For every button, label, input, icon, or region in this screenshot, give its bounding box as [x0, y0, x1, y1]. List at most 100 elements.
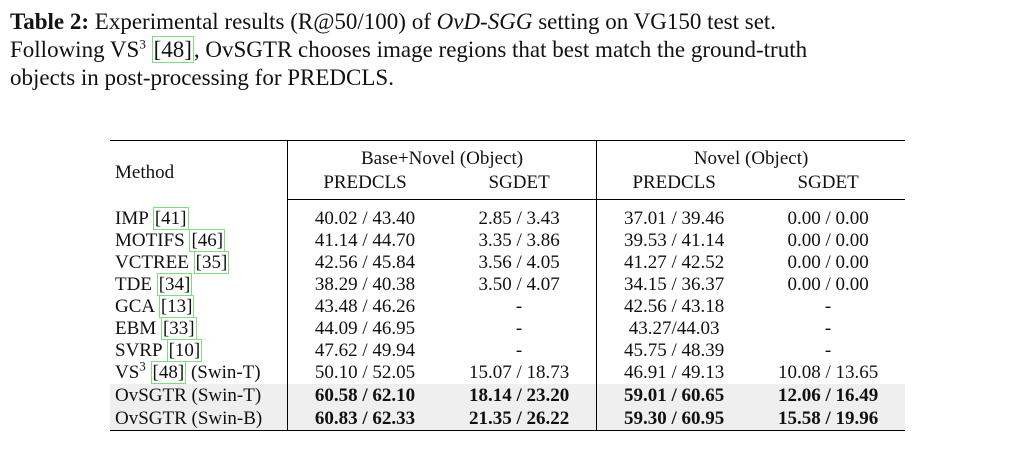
result-cell: 45.75 / 48.39	[624, 340, 725, 361]
result-cell: 34.15 / 36.37	[624, 274, 725, 295]
result-cell: 37.01 / 39.46	[624, 208, 725, 229]
table-row: VCTREE [35] 42.56 / 45.84 3.56 / 4.05 41.27…	[110, 251, 905, 274]
subheader: PREDCLS	[596, 171, 752, 200]
result-cell: 40.02 / 43.40	[314, 208, 416, 229]
method-name: OvSGTR (Swin-T)	[115, 385, 262, 406]
group-header: Base+Novel (Object)	[287, 140, 598, 171]
citation[interactable]: [35]	[193, 251, 230, 274]
caption-text	[146, 37, 152, 62]
result-cell: 10.08 / 13.65	[777, 362, 879, 383]
table-body: IMP [41] 40.02 / 43.40 2.85 / 3.43 37.01 / …	[110, 199, 905, 431]
header-row: Method Base+Novel (Object) Novel (Object…	[110, 140, 905, 200]
result-cell: 0.00 / 0.00	[787, 208, 869, 229]
result-cell: 59.30 / 60.95	[596, 407, 752, 431]
table-row: TDE [34] 38.29 / 40.38 3.50 / 4.07 34.15 / …	[110, 273, 905, 296]
result-cell: 41.14 / 44.70	[314, 230, 416, 251]
result-cell: 3.56 / 4.05	[442, 252, 598, 274]
citation[interactable]: [46]	[189, 229, 226, 252]
table-row: VS3 [48] (Swin-T) 50.10 / 52.05 15.07 / 18…	[110, 358, 905, 384]
caption-text: objects in post-processing for PREDCLS.	[10, 65, 394, 90]
result-cell: 42.56 / 43.18	[624, 296, 725, 317]
method-name: GCA	[115, 296, 155, 317]
result-cell: 50.10 / 52.05	[314, 362, 416, 383]
citation[interactable]: [34]	[156, 273, 193, 296]
caption-label: Table 2:	[10, 9, 90, 34]
result-cell: 43.27/44.03	[628, 318, 720, 339]
group-header: Novel (Object)	[693, 148, 809, 169]
subheader: PREDCLS	[287, 171, 443, 200]
method-cell: IMP [41]	[110, 199, 288, 230]
method-cell: SVRP [10]	[110, 339, 288, 362]
result-cell: 0.00 / 0.00	[787, 274, 869, 295]
caption-setting: OvD-SGG	[436, 9, 533, 34]
result-cell: 42.56 / 45.84	[314, 252, 416, 273]
citation[interactable]: [48]	[151, 36, 194, 63]
result-cell: 15.58 / 19.96	[751, 407, 905, 431]
method-name: VCTREE	[115, 252, 189, 273]
result-cell: -	[442, 296, 598, 318]
caption-text: Experimental results (R@50/100) of	[89, 9, 437, 34]
method-header: Method	[110, 140, 288, 200]
result-cell: 46.91 / 49.13	[624, 362, 725, 383]
table-header: Method Base+Novel (Object) Novel (Object…	[110, 140, 905, 200]
result-cell: 43.48 / 46.26	[314, 296, 416, 317]
method-cell: TDE [34]	[110, 273, 288, 296]
results-table: Method Base+Novel (Object) Novel (Object…	[110, 140, 905, 431]
method-name: EBM	[115, 318, 157, 339]
caption-text: Following VS	[10, 37, 140, 62]
result-cell: 47.62 / 49.94	[314, 340, 416, 361]
result-cell: 21.35 / 26.22	[442, 407, 598, 431]
result-cell: 15.07 / 18.73	[442, 362, 598, 384]
result-cell: 59.01 / 60.65	[596, 384, 752, 407]
method-cell: GCA [13]	[110, 295, 288, 318]
method-cell: OvSGTR (Swin-T)	[110, 384, 288, 407]
citation[interactable]: [33]	[160, 317, 197, 340]
method-name: VS	[115, 362, 140, 383]
method-name: MOTIFS	[115, 230, 185, 251]
table-row: MOTIFS [46] 41.14 / 44.70 3.35 / 3.86 39.53…	[110, 229, 905, 252]
table-row: IMP [41] 40.02 / 43.40 2.85 / 3.43 37.01 / …	[110, 199, 905, 230]
table-row: SVRP [10] 47.62 / 49.94 - 45.75 / 48.39 -	[110, 339, 905, 362]
result-cell: 3.50 / 4.07	[442, 274, 598, 296]
result-cell: 18.14 / 23.20	[442, 384, 598, 407]
result-cell: 39.53 / 41.14	[624, 230, 725, 251]
citation[interactable]: [41]	[152, 206, 189, 230]
result-cell: 3.35 / 3.86	[442, 230, 598, 252]
method-cell: EBM [33]	[110, 317, 288, 340]
table-row: OvSGTR (Swin-T) 60.58 / 62.10 18.14 / 23.2…	[110, 384, 905, 407]
method-name: IMP	[115, 207, 149, 229]
result-cell: 44.09 / 46.95	[314, 318, 416, 339]
result-cell: -	[442, 340, 598, 362]
result-cell: 12.06 / 16.49	[751, 384, 905, 407]
result-cell: 0.00 / 0.00	[787, 252, 869, 273]
result-cell: -	[824, 340, 832, 361]
method-name: OvSGTR (Swin-B)	[115, 408, 263, 429]
table-row: GCA [13] 43.48 / 46.26 - 42.56 / 43.18 -	[110, 295, 905, 318]
result-cell: 38.29 / 40.38	[314, 274, 416, 295]
table-row: EBM [33] 44.09 / 46.95 - 43.27/44.03 -	[110, 317, 905, 340]
caption-text: setting on VG150 test set.	[532, 9, 777, 34]
result-cell: -	[442, 318, 598, 340]
method-sup: 3	[139, 358, 146, 374]
result-cell: -	[824, 296, 832, 317]
result-cell: 2.85 / 3.43	[442, 199, 598, 230]
caption-sup: 3	[139, 36, 146, 52]
result-cell: 60.58 / 62.10	[287, 384, 443, 407]
result-cell: 60.83 / 62.33	[287, 407, 443, 431]
citation[interactable]: [10]	[166, 339, 203, 362]
citation[interactable]: [48]	[150, 361, 187, 384]
method-suffix: (Swin-T)	[190, 362, 261, 383]
table-row: OvSGTR (Swin-B) 60.83 / 62.33 21.35 / 26.2…	[110, 407, 905, 431]
header-row: PREDCLS SGDET PREDCLS SGDET	[110, 171, 905, 200]
result-cell: 41.27 / 42.52	[624, 252, 725, 273]
caption-text: , OvSGTR chooses image regions that best…	[193, 37, 808, 62]
method-cell: OvSGTR (Swin-B)	[110, 407, 288, 431]
method-name: SVRP	[115, 340, 162, 361]
citation[interactable]: [13]	[158, 295, 195, 318]
method-cell: VCTREE [35]	[110, 251, 288, 274]
method-cell: MOTIFS [46]	[110, 229, 288, 252]
result-cell: 0.00 / 0.00	[787, 230, 869, 251]
subheader: SGDET	[442, 171, 598, 200]
caption: Table 2: Experimental results (R@50/100)…	[10, 8, 1020, 92]
